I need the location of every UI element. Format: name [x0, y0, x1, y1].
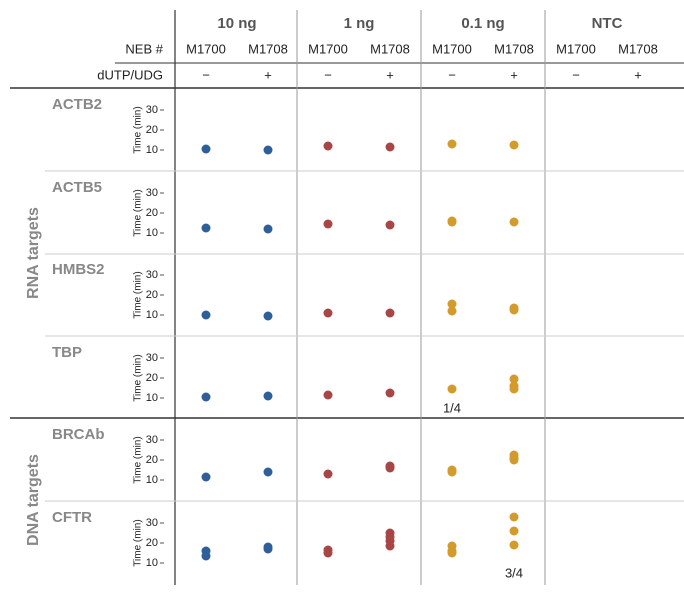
- y-tick-label: 30: [146, 269, 158, 281]
- dutp-mark: −: [202, 67, 210, 82]
- y-tick-label: 10: [146, 392, 158, 404]
- product-label: M1708: [370, 41, 410, 56]
- data-point: [323, 141, 333, 151]
- data-point: [447, 217, 457, 227]
- data-point: [323, 548, 333, 558]
- y-tick-label: 20: [146, 454, 158, 466]
- y-tick-label: 20: [146, 289, 158, 301]
- y-tick-label: 20: [146, 537, 158, 549]
- y-tick-label: 30: [146, 104, 158, 116]
- data-point: [263, 145, 273, 155]
- row-group-label: RNA targets: [25, 207, 42, 299]
- y-axis-label: Time (min): [133, 189, 144, 236]
- data-point: [509, 512, 519, 522]
- data-point: [385, 142, 395, 152]
- data-point: [509, 305, 519, 315]
- data-point: [201, 551, 211, 561]
- product-label: M1708: [248, 41, 288, 56]
- dutp-mark: +: [634, 67, 642, 82]
- y-axis-label: Time (min): [133, 354, 144, 401]
- data-point: [201, 223, 211, 233]
- dutp-mark: +: [510, 67, 518, 82]
- y-axis-label: Time (min): [133, 106, 144, 153]
- panel-title: TBP: [52, 344, 82, 361]
- group-label: 1 ng: [344, 15, 375, 32]
- data-point: [447, 139, 457, 149]
- data-point: [509, 455, 519, 465]
- data-point: [447, 548, 457, 558]
- dutp-label: dUTP/UDG: [97, 67, 163, 82]
- data-point: [385, 541, 395, 551]
- frame: [10, 10, 684, 585]
- product-label: M1700: [186, 41, 226, 56]
- row-group-label: DNA targets: [25, 454, 42, 546]
- data-point: [509, 374, 519, 384]
- data-point: [201, 472, 211, 482]
- y-tick-label: 10: [146, 474, 158, 486]
- annotation: 3/4: [505, 565, 523, 580]
- annotation: 1/4: [443, 400, 461, 415]
- data-point: [323, 469, 333, 479]
- y-tick-label: 20: [146, 372, 158, 384]
- y-axis-label: Time (min): [133, 519, 144, 566]
- data-point: [323, 308, 333, 318]
- data-point: [263, 467, 273, 477]
- data-point: [447, 306, 457, 316]
- product-label: M1700: [556, 41, 596, 56]
- y-tick-label: 10: [146, 144, 158, 156]
- data-point: [509, 526, 519, 536]
- y-tick-label: 30: [146, 434, 158, 446]
- data-point: [509, 140, 519, 150]
- data-point: [509, 384, 519, 394]
- data-point: [385, 308, 395, 318]
- group-label: 10 ng: [217, 15, 256, 32]
- data-point: [509, 540, 519, 550]
- data-point: [385, 220, 395, 230]
- dutp-mark: −: [572, 67, 580, 82]
- dutp-mark: −: [448, 67, 456, 82]
- data-point: [385, 388, 395, 398]
- data-point: [447, 384, 457, 394]
- y-tick-label: 10: [146, 557, 158, 569]
- panel-title: ACTB5: [52, 179, 102, 196]
- neb-label: NEB #: [125, 41, 163, 56]
- y-axis-label: Time (min): [133, 436, 144, 483]
- data-point: [201, 310, 211, 320]
- y-axis-label: Time (min): [133, 271, 144, 318]
- product-label: M1708: [494, 41, 534, 56]
- data-point: [447, 299, 457, 309]
- dutp-mark: −: [324, 67, 332, 82]
- data-point: [263, 544, 273, 554]
- dutp-mark: +: [264, 67, 272, 82]
- data-point: [263, 311, 273, 321]
- panel-title: HMBS2: [52, 261, 105, 278]
- data-point: [263, 224, 273, 234]
- dutp-mark: +: [386, 67, 394, 82]
- data-point: [263, 391, 273, 401]
- data-point: [323, 219, 333, 229]
- product-label: M1708: [618, 41, 658, 56]
- y-tick-label: 30: [146, 352, 158, 364]
- group-label: NTC: [592, 15, 623, 32]
- data-point: [323, 390, 333, 400]
- group-label: 0.1 ng: [461, 15, 504, 32]
- product-label: M1700: [308, 41, 348, 56]
- panel-title: CFTR: [52, 509, 92, 526]
- data-point: [447, 467, 457, 477]
- y-tick-label: 20: [146, 124, 158, 136]
- y-tick-label: 20: [146, 207, 158, 219]
- data-point: [385, 463, 395, 473]
- y-tick-label: 30: [146, 517, 158, 529]
- panel-title: ACTB2: [52, 96, 102, 113]
- data-point: [201, 392, 211, 402]
- panel-title: BRCAb: [52, 426, 105, 443]
- data-point: [201, 144, 211, 154]
- data-point: [509, 217, 519, 227]
- y-tick-label: 30: [146, 187, 158, 199]
- product-label: M1700: [432, 41, 472, 56]
- y-tick-label: 10: [146, 227, 158, 239]
- y-tick-label: 10: [146, 309, 158, 321]
